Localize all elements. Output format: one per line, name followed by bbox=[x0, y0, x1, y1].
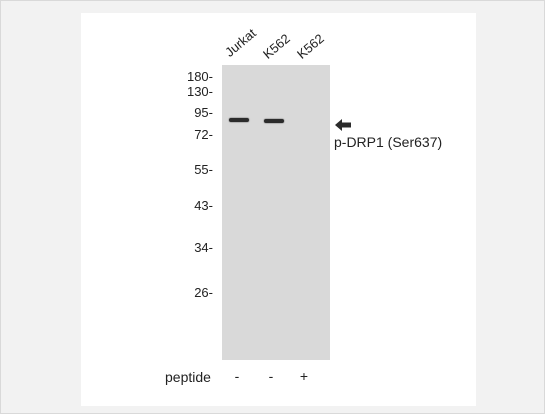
target-protein-label: p-DRP1 (Ser637) bbox=[334, 134, 443, 150]
mw-marker-43: 43- bbox=[194, 198, 213, 213]
blot-membrane bbox=[222, 65, 330, 360]
band-lane-2 bbox=[264, 119, 284, 123]
peptide-sign-lane-3: + bbox=[299, 368, 309, 384]
mw-marker-72: 72- bbox=[194, 127, 213, 142]
mw-marker-34: 34- bbox=[194, 240, 213, 255]
mw-marker-180: 180- bbox=[186, 69, 213, 84]
peptide-sign-lane-2: - bbox=[268, 368, 274, 384]
peptide-sign-lane-1: - bbox=[234, 368, 240, 384]
peptide-row-title: peptide bbox=[165, 369, 211, 385]
mw-marker-95: 95- bbox=[194, 105, 213, 120]
left-arrow-icon bbox=[335, 118, 351, 131]
mw-marker-130: 130- bbox=[186, 84, 213, 99]
band-lane-1 bbox=[229, 118, 249, 122]
mw-marker-55: 55- bbox=[194, 162, 213, 177]
mw-marker-26: 26- bbox=[194, 285, 213, 300]
